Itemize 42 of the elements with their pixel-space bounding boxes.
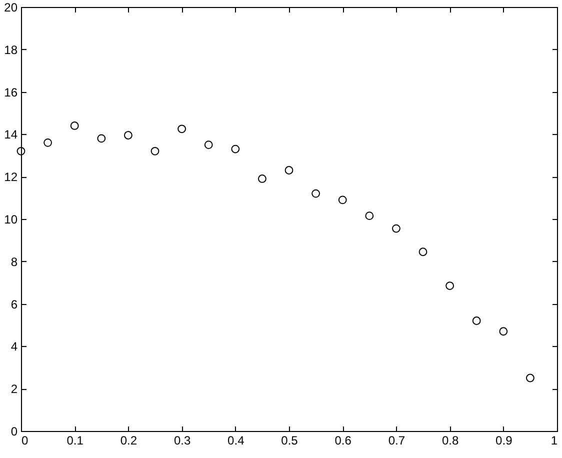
x-tick-label: 0.2 (120, 434, 138, 448)
point (97, 134, 106, 143)
point (150, 146, 160, 156)
point (392, 224, 400, 233)
point (44, 138, 52, 147)
point (284, 166, 294, 174)
y-tick-label: 20 (4, 0, 18, 14)
y-tick-label: 12 (4, 170, 18, 184)
point (499, 327, 508, 336)
x-tick-label: 0.3 (174, 434, 191, 448)
point (70, 122, 79, 130)
point (526, 374, 534, 382)
y-tick-label: 6 (10, 297, 18, 312)
point (16, 146, 26, 156)
point (231, 144, 240, 154)
x-tick-label: 0.5 (281, 434, 298, 448)
x-tick-label: 1 (550, 434, 558, 448)
y-tick-label: 8 (10, 254, 18, 269)
y-tick-label: 18 (4, 42, 18, 57)
x-tick-label: 0.7 (388, 434, 406, 448)
point (258, 174, 266, 183)
y-tick-label: 4 (10, 340, 18, 354)
x-tick-label: 0.8 (442, 434, 459, 448)
point (418, 248, 428, 256)
point (472, 316, 481, 325)
point (446, 282, 454, 290)
point (178, 124, 186, 134)
point (365, 212, 374, 220)
x-tick-label: 0 (22, 434, 28, 448)
x-tick-label: 0.9 (496, 434, 513, 448)
y-tick-label: 16 (4, 85, 18, 100)
point (204, 140, 213, 149)
y-tick-label: 2 (10, 382, 18, 396)
x-tick-label: 0.6 (334, 434, 352, 448)
x-tick-label: 0.1 (66, 434, 84, 448)
y-tick-label: 10 (4, 212, 18, 226)
point (312, 189, 320, 198)
point (124, 131, 132, 140)
y-tick-label: 14 (4, 128, 18, 142)
point (338, 196, 347, 204)
x-tick-label: 0.4 (228, 434, 245, 448)
y-tick-label: 0 (10, 424, 18, 438)
